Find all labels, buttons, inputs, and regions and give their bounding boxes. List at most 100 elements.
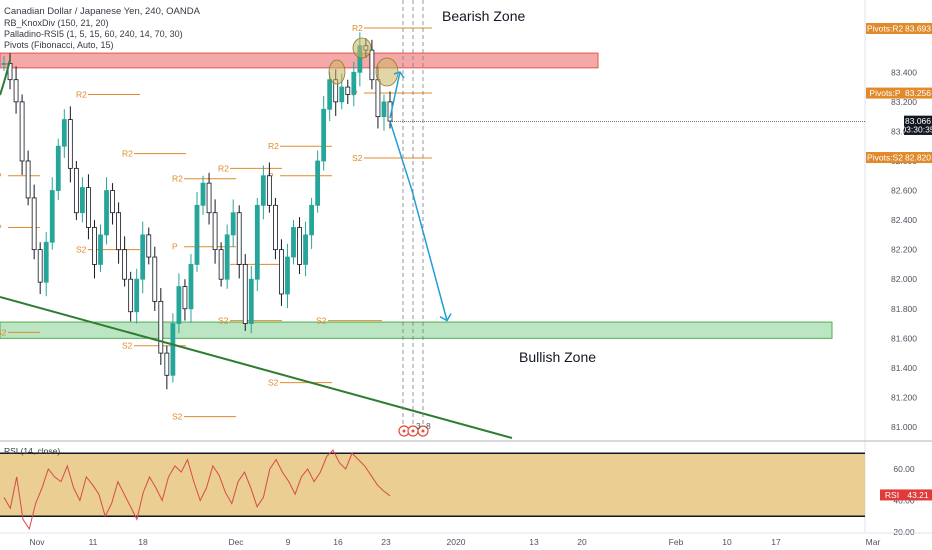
candle-body: [188, 264, 194, 310]
candle-body: [92, 227, 97, 265]
bullish-zone-label: Bullish Zone: [519, 349, 596, 365]
candle-body: [242, 264, 248, 324]
pivot-label: R2: [352, 23, 363, 33]
rsi-badge-value: 43.21: [907, 490, 929, 500]
candle-body: [182, 286, 188, 310]
resistance-zone[interactable]: [0, 52, 599, 69]
pivot-badge-bg: [866, 23, 904, 34]
price-badge-value: 83.066: [905, 116, 931, 126]
candle-body: [19, 101, 25, 162]
candle-body: [297, 227, 302, 265]
indicator-pivots[interactable]: Pivots (Fibonacci, Auto, 15): [4, 40, 114, 50]
highlight-ellipse[interactable]: [375, 57, 399, 87]
cycle-number: 8: [426, 421, 431, 431]
candle-body: [375, 79, 381, 118]
pivot-label: R2: [122, 149, 133, 159]
candle-body: [351, 71, 357, 95]
time-tick: 10: [722, 537, 732, 547]
projection-down-line[interactable]: [389, 120, 448, 321]
candle-body: [369, 49, 375, 81]
trendline[interactable]: [0, 296, 513, 439]
candle-body: [218, 249, 224, 280]
candle-body: [170, 323, 176, 376]
price-tick: 81.600: [891, 333, 917, 343]
rsi-panel-label: RSI (14, close): [4, 446, 61, 456]
candle-body: [110, 190, 115, 214]
pivot-label: S2: [316, 316, 327, 326]
time-tick: Nov: [29, 537, 45, 547]
candle-body: [273, 204, 278, 251]
pivot-label: P: [0, 222, 2, 232]
candle-body: [80, 187, 85, 214]
arrow-up-icon: [393, 71, 405, 79]
cycle-marker-dot: [402, 429, 406, 433]
time-tick: Feb: [669, 537, 684, 547]
price-badge-value: 03:30:35: [901, 124, 932, 134]
time-tick: 9: [286, 537, 291, 547]
candle-body: [254, 204, 260, 280]
indicator-palladino-rsi[interactable]: Palladino-RSI5 (1, 5, 15, 60, 240, 14, 7…: [4, 29, 183, 39]
candle-body: [104, 190, 109, 236]
time-tick: Mar: [866, 537, 881, 547]
time-tick: 23: [381, 537, 391, 547]
time-tick: 18: [138, 537, 148, 547]
candle-body: [303, 234, 308, 265]
candle-body: [339, 86, 345, 103]
rsi-badge-label-bg: [880, 489, 904, 501]
rsi-band: [0, 453, 865, 517]
candle-body: [285, 256, 290, 295]
highlight-ellipse[interactable]: [328, 59, 346, 85]
time-tick: 11: [89, 537, 98, 547]
candle-body: [309, 204, 314, 236]
candle-body: [321, 108, 327, 162]
price-tick: 81.000: [891, 422, 917, 432]
cycle-marker-dot: [421, 429, 425, 433]
candle-body: [13, 79, 19, 103]
candle-body: [55, 145, 61, 191]
rsi-line[interactable]: [3, 449, 391, 531]
candle-body: [266, 175, 272, 206]
candle-body: [152, 256, 158, 302]
pivot-label: R2: [218, 163, 229, 173]
pivot-label: R2: [268, 141, 279, 151]
time-tick: Dec: [228, 537, 244, 547]
pivot-label: R2: [76, 89, 87, 99]
pivot-label: S2: [218, 316, 229, 326]
indicator-knoxdiv[interactable]: RB_KnoxDiv (150, 21, 20): [4, 18, 109, 28]
pivot-label: S2: [122, 341, 133, 351]
price-tick: 82.400: [891, 215, 917, 225]
pivot-label: S2: [0, 327, 7, 337]
candle-body: [291, 227, 296, 258]
support-zone[interactable]: [0, 321, 833, 339]
candle-body: [49, 190, 55, 243]
rsi-tick: 20.00: [893, 527, 915, 537]
candle-body: [25, 160, 31, 199]
highlight-ellipse[interactable]: [352, 37, 372, 59]
candle-body: [37, 249, 43, 283]
candle-body: [381, 101, 387, 118]
candle-body: [86, 187, 91, 228]
candle-body: [279, 249, 284, 295]
rsi-badge-label: RSI: [885, 490, 899, 500]
bearish-zone-label: Bearish Zone: [442, 8, 525, 24]
time-tick: 20: [577, 537, 587, 547]
arrow-down-icon: [439, 313, 452, 322]
candle-body: [134, 278, 140, 313]
candle-body: [315, 160, 321, 206]
time-tick: 16: [333, 537, 343, 547]
price-badge-bg: [904, 123, 932, 135]
projection-up-line[interactable]: [389, 71, 401, 119]
candle-body: [200, 182, 206, 206]
candle-body: [164, 352, 170, 376]
price-tick: 81.200: [891, 392, 917, 402]
cycle-number: 3: [416, 421, 421, 431]
cycle-marker-dot: [411, 429, 415, 433]
candle-body: [116, 212, 121, 251]
pivot-label: P: [0, 171, 2, 181]
candle-body: [122, 249, 128, 280]
candle-body: [206, 182, 212, 214]
pivot-label: S2: [172, 412, 183, 422]
candle-body: [248, 278, 254, 324]
pivot-label: S2: [76, 245, 87, 255]
